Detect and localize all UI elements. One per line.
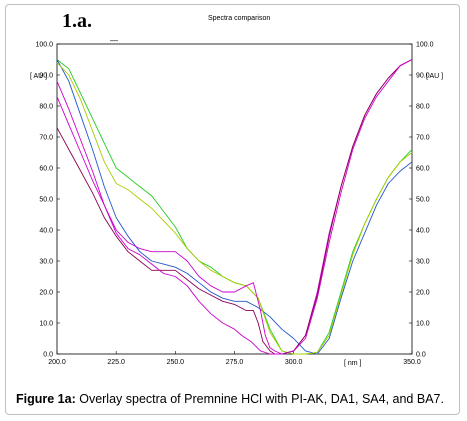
- y-tick-label-left: 10.0: [39, 321, 53, 328]
- x-axis-label: [ nm ]: [344, 360, 362, 367]
- x-tick-label: 250.0: [167, 359, 185, 366]
- y-tick-label-right: 20.0: [416, 290, 430, 297]
- x-tick-label: 275.0: [226, 359, 244, 366]
- dash-mark: —: [110, 36, 118, 45]
- y-tick-label-right: 0.0: [416, 352, 426, 359]
- series-line-4: [56, 59, 413, 355]
- series-line-3: [56, 62, 413, 355]
- y-axis-label-left: [ AU ]: [30, 73, 47, 80]
- spectra-chart: 0.0 0.0 10.0 10.0 20.0 20.0 30.0 30.0 40.0 40.0 50…: [30, 42, 443, 368]
- y-tick-label-right: 30.0: [416, 259, 430, 266]
- figure-frame: [5, 4, 460, 415]
- panel-label: 1.a.: [62, 10, 92, 32]
- y-tick-label-right: 40.0: [416, 228, 430, 235]
- series-line-6: [56, 59, 413, 355]
- y-tick-label-left: 60.0: [39, 166, 53, 173]
- caption-text: Overlay spectra of Premnine HCl with PI-…: [75, 392, 444, 406]
- y-tick-label-left: 50.0: [39, 197, 53, 204]
- figure-caption: Figure 1a: Overlay spectra of Premnine H…: [16, 392, 444, 406]
- y-tick-label-right: 50.0: [416, 197, 430, 204]
- y-tick-label-left: 40.0: [39, 228, 53, 235]
- y-tick-label-left: 30.0: [39, 259, 53, 266]
- y-tick-label-right: 60.0: [416, 166, 430, 173]
- y-tick-label-left: 90.0: [39, 73, 53, 80]
- chart-title: Spectra comparison: [208, 15, 271, 22]
- y-tick-label-left: 70.0: [39, 135, 53, 142]
- series-line-1: [56, 59, 413, 355]
- y-tick-label-right: 80.0: [416, 104, 430, 111]
- y-tick-label-left: 80.0: [39, 104, 53, 111]
- y-tick-label-right: 70.0: [416, 135, 430, 142]
- y-tick-label-left: 20.0: [39, 290, 53, 297]
- x-tick-label: 225.0: [107, 359, 125, 366]
- y-tick-label-right: 100.0: [416, 42, 434, 49]
- y-tick-label-left: 0.0: [43, 352, 53, 359]
- x-tick-label: 300.0: [285, 359, 303, 366]
- caption-label: Figure 1a:: [16, 392, 76, 406]
- y-tick-label-right: 10.0: [416, 321, 430, 328]
- x-tick-label: 350.0: [403, 359, 421, 366]
- plot-area: [56, 43, 413, 355]
- series-line-5: [56, 59, 413, 355]
- x-tick-label: 200.0: [48, 359, 66, 366]
- y-tick-label-right: 90.0: [416, 73, 430, 80]
- y-tick-label-left: 100.0: [35, 42, 53, 49]
- series-line-2: [56, 59, 413, 355]
- y-axis-label-right: [ AU ]: [426, 73, 443, 80]
